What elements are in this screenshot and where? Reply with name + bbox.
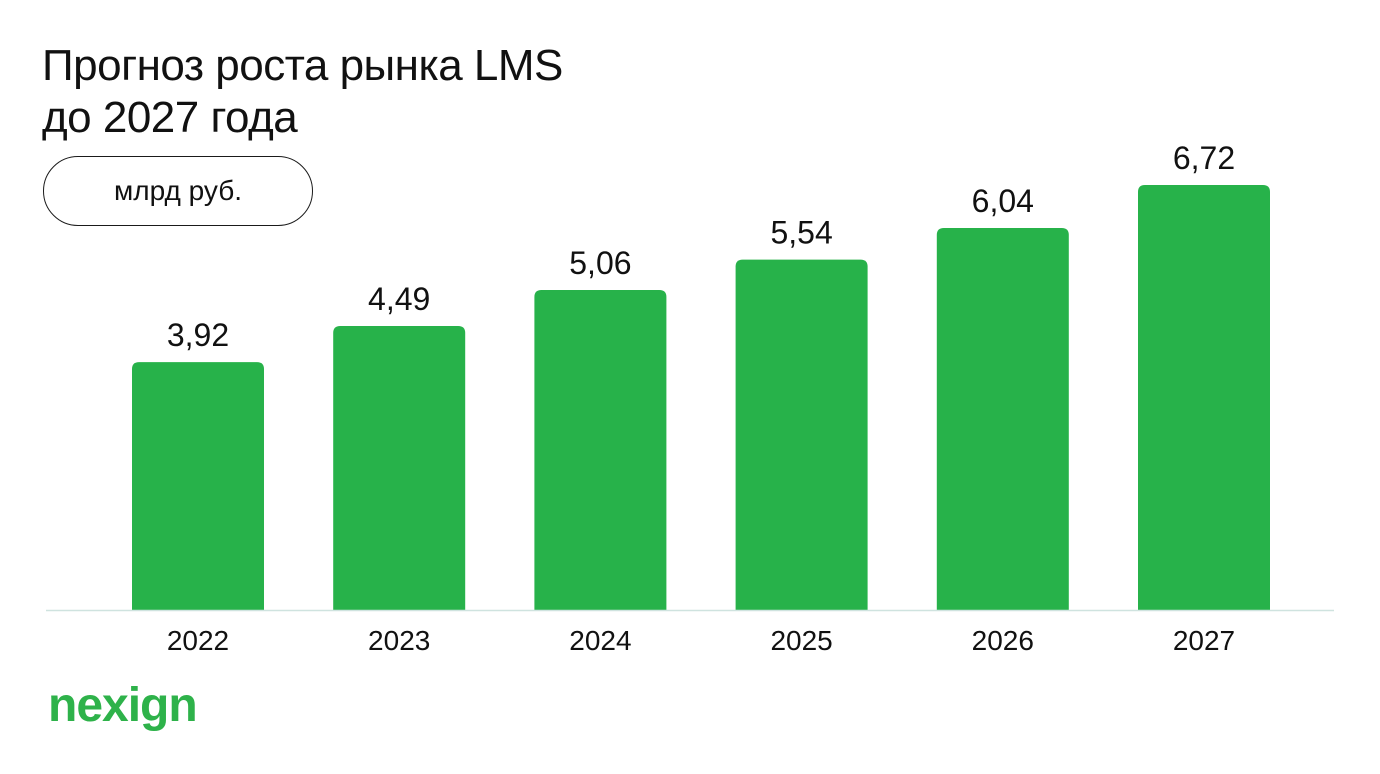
bar-2023 (333, 326, 466, 610)
chart-title-line-1: Прогноз роста рынка LMS (42, 41, 563, 90)
bar-2025 (735, 259, 868, 610)
unit-label: млрд руб. (113, 175, 243, 206)
x-tick-label-2025: 2025 (770, 625, 832, 656)
bar-2022 (132, 362, 264, 610)
x-tick-label-2026: 2026 (972, 625, 1034, 656)
nexign-logo: nexign (48, 679, 198, 732)
value-label-2027: 6,72 (1173, 140, 1235, 176)
bar-2027 (1138, 185, 1270, 610)
x-tick-label-2022: 2022 (167, 625, 229, 656)
value-labels: 3,92 4,49 5,06 5,54 6,04 6,72 (167, 140, 1235, 353)
chart-title-line-2: до 2027 года (42, 93, 298, 142)
x-tick-labels: 2022 2023 2024 2025 2026 2027 (167, 625, 1235, 656)
value-label-2026: 6,04 (972, 183, 1034, 219)
bar-2024 (534, 289, 667, 610)
bar-2026 (936, 228, 1069, 610)
value-label-2025: 5,54 (770, 215, 832, 251)
bars (132, 185, 1270, 610)
x-tick-label-2023: 2023 (368, 625, 430, 656)
x-tick-label-2027: 2027 (1173, 625, 1235, 656)
chart-title: Прогноз роста рынка LMS до 2027 года (42, 40, 563, 144)
value-label-2024: 5,06 (569, 245, 631, 281)
value-label-2023: 4,49 (368, 281, 430, 317)
value-label-2022: 3,92 (167, 317, 229, 353)
unit-badge: млрд руб. (43, 156, 313, 226)
x-tick-label-2024: 2024 (569, 625, 631, 656)
